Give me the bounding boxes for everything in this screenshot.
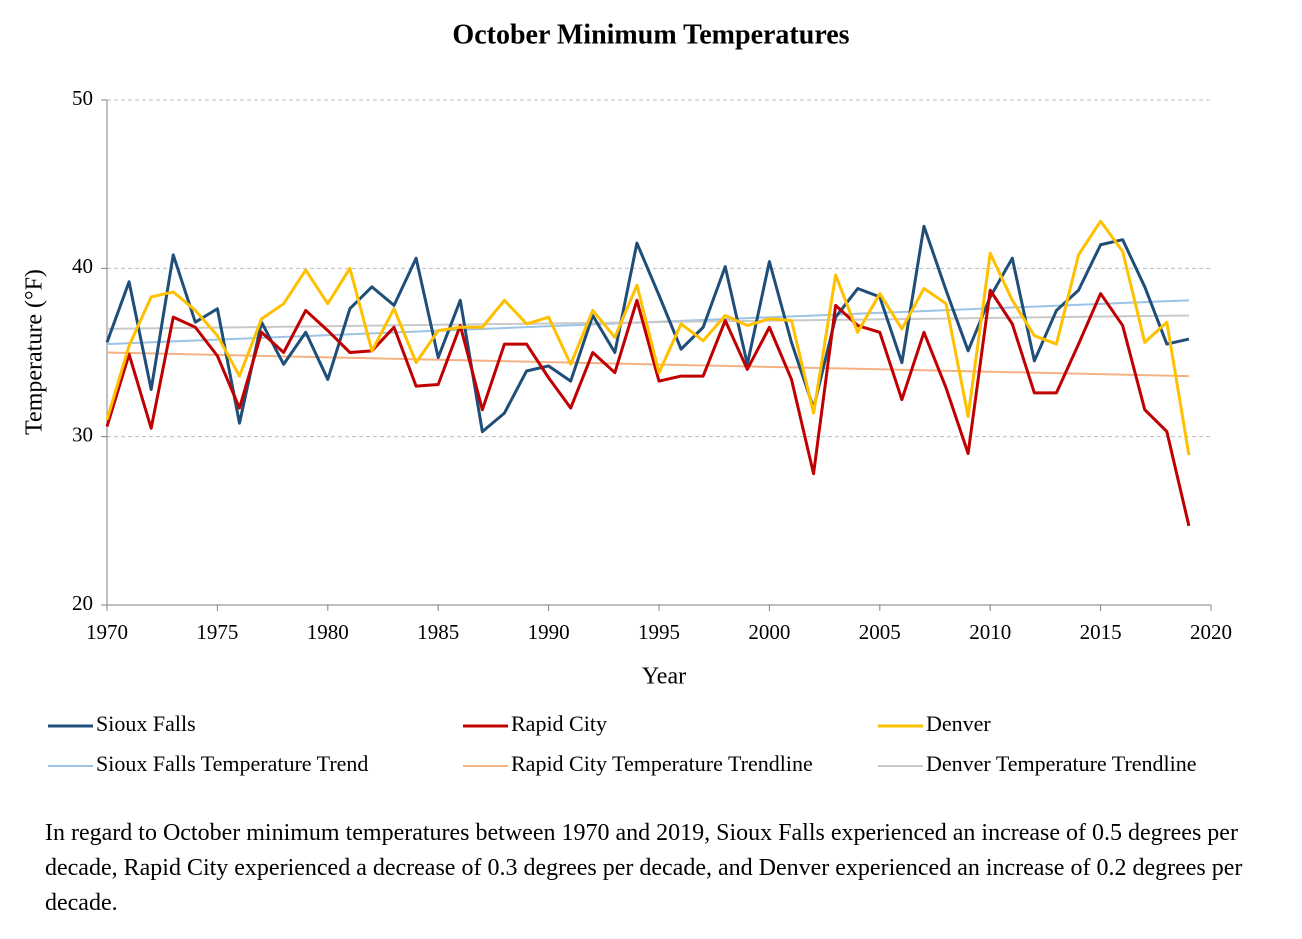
x-tick-label: 2010 (969, 620, 1011, 644)
x-tick-label: 2020 (1190, 620, 1232, 644)
x-tick-label: 1970 (86, 620, 128, 644)
x-tick-label: 1975 (196, 620, 238, 644)
x-tick-label: 1985 (417, 620, 459, 644)
legend-label: Denver Temperature Trendline (926, 751, 1197, 776)
legend-label: Sioux Falls (96, 711, 196, 736)
x-axis-label: Year (642, 664, 686, 690)
legend-label: Sioux Falls Temperature Trend (96, 751, 368, 776)
chart-title: October Minimum Temperatures (452, 19, 849, 50)
legend-label: Denver (926, 711, 991, 736)
x-tick-label: 2005 (859, 620, 901, 644)
chart: October Minimum Temperatures Year Temper… (22, 19, 1233, 776)
y-tick-label: 30 (72, 422, 93, 446)
y-axis-label: Temperature (°F) (22, 269, 48, 435)
y-tick-label: 40 (72, 254, 93, 278)
x-tick-label: 1990 (528, 620, 570, 644)
x-tick-label: 1995 (638, 620, 680, 644)
caption: In regard to October minimum temperature… (45, 820, 1243, 916)
x-tick-label: 2000 (748, 620, 790, 644)
x-tick-label: 1980 (307, 620, 349, 644)
y-tick-label: 50 (72, 86, 93, 110)
series-line (105, 224, 1190, 434)
legend-label: Rapid City (511, 711, 607, 736)
series-line (105, 288, 1191, 527)
y-tick-label: 20 (72, 591, 93, 615)
x-tick-label: 2015 (1080, 620, 1122, 644)
series-line (105, 219, 1191, 456)
legend-label: Rapid City Temperature Trendline (511, 751, 813, 776)
